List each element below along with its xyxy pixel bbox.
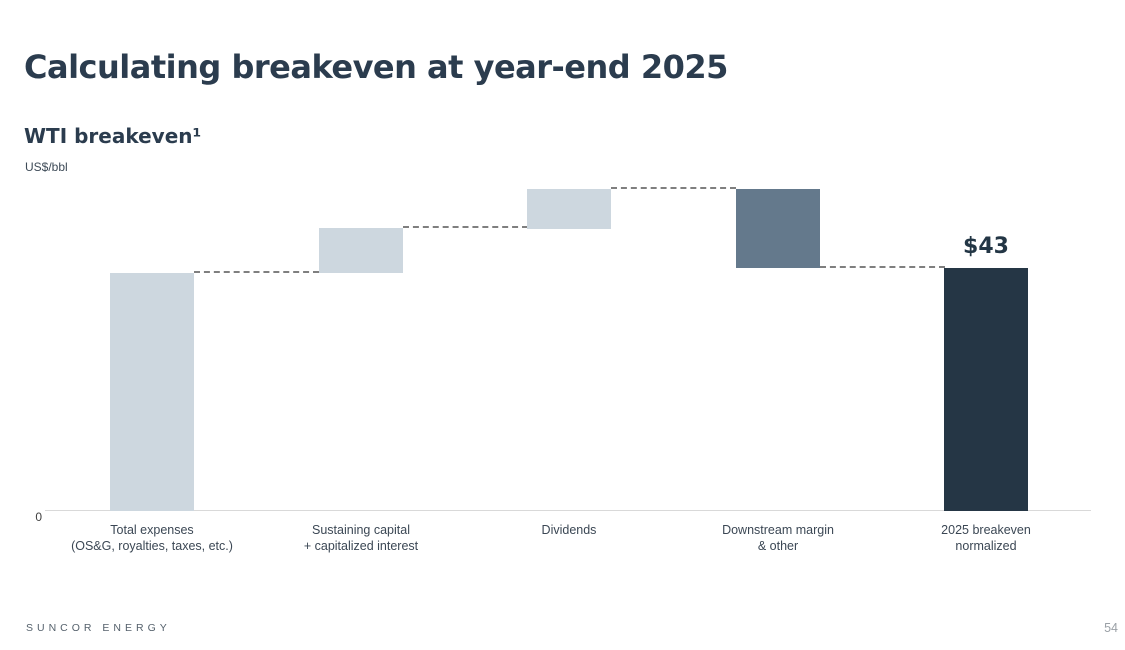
category-label-line: Total expenses (110, 523, 194, 537)
category-label-2025-breakeven-normalized: 2025 breakeven normalized (874, 522, 1098, 554)
dashed-connector-line (611, 187, 736, 189)
category-label-line: Downstream margin (722, 523, 834, 537)
category-label-line: normalized (955, 539, 1017, 553)
category-label-downstream-margin-and-other: Downstream margin & other (666, 522, 890, 554)
category-label-line: Dividends (541, 523, 597, 537)
chart-title: WTI breakeven¹ (24, 124, 202, 148)
category-label-sustaining-capital: Sustaining capital + capitalized interest (249, 522, 473, 554)
category-label-line: + capitalized interest (303, 539, 419, 553)
category-label-line: & other (757, 539, 799, 553)
bar-downstream-margin-and-other (736, 189, 820, 268)
bar-2025-breakeven-normalized (944, 268, 1028, 511)
category-label-dividends: Dividends (457, 522, 681, 538)
category-label-line: 2025 breakeven (941, 523, 1031, 537)
bar-total-expenses (110, 273, 194, 511)
bar-sustaining-capital (319, 228, 403, 273)
slide-title: Calculating breakeven at year-end 2025 (24, 48, 728, 86)
chart-unit-label: US$/bbl (25, 160, 68, 174)
x-axis-line (45, 510, 1091, 511)
footer-brand: SUNCOR ENERGY (26, 622, 171, 634)
dashed-connector-line (403, 226, 528, 228)
dashed-connector-line (194, 271, 319, 273)
bar-dividends (527, 189, 611, 229)
page-number: 54 (1104, 621, 1118, 635)
category-label-line: (OS&G, royalties, taxes, etc.) (71, 539, 233, 553)
y-axis-zero-tick-label: 0 (35, 510, 42, 524)
category-label-total-expenses: Total expenses (OS&G, royalties, taxes, e… (40, 522, 264, 554)
total-value-label: $43 (963, 234, 1009, 259)
dashed-connector-line (820, 266, 945, 268)
category-label-line: Sustaining capital (312, 523, 410, 537)
